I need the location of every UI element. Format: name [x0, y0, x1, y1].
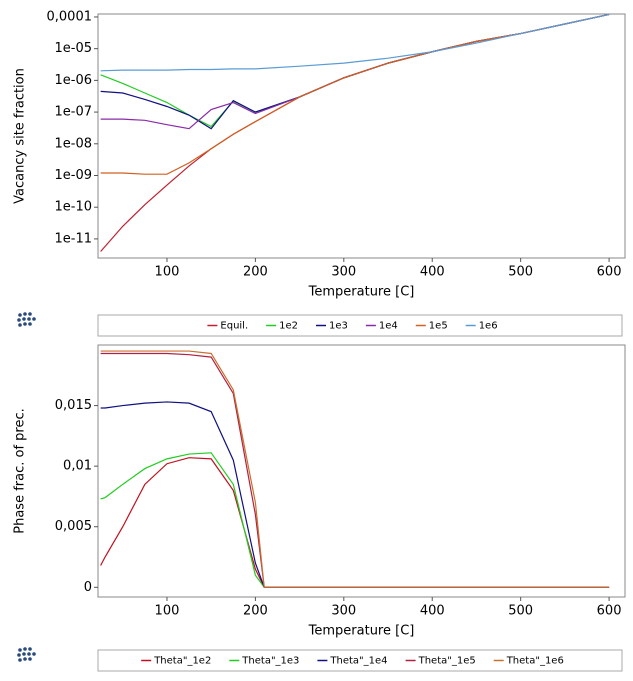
- legend-label: 1e3: [329, 321, 348, 332]
- legend-item: Theta"_1e5: [405, 656, 476, 667]
- legend-label: Theta"_1e2: [153, 656, 211, 667]
- legend-label: Equil.: [220, 321, 248, 332]
- x-tick-label: 600: [597, 265, 622, 280]
- legend-item: Equil.: [207, 321, 248, 332]
- y-tick-label: 1e-11: [54, 231, 92, 246]
- legend-label: 1e2: [279, 321, 298, 332]
- x-tick-label: 500: [508, 265, 533, 280]
- chart: 1e-11 1e-10 1e-09 1e-08 1e-07 1e-06 1e-05 0,000…: [13, 9, 626, 337]
- x-tick-label: 300: [331, 604, 356, 619]
- legend-item: Theta"_1e3: [229, 656, 299, 667]
- logo: [17, 312, 36, 327]
- legend: Theta"_1e2 Theta"_1e3 Theta"_1e4 Theta"_1e5…: [97, 649, 623, 672]
- x-tick-label: 100: [155, 604, 180, 619]
- legend-item: Theta"_1e6: [493, 656, 564, 667]
- x-axis-label: Temperature [C]: [308, 624, 415, 639]
- x-tick-label: 300: [331, 265, 356, 280]
- legend-box: [97, 314, 623, 337]
- legend-item: 1e2: [266, 321, 298, 332]
- legend-label: 1e6: [479, 321, 498, 332]
- y-tick-label: 0,0001: [47, 9, 93, 24]
- x-tick-label: 100: [155, 265, 180, 280]
- y-tick-label: 1e-05: [54, 41, 92, 56]
- series-line: [100, 13, 610, 175]
- y-axis-label: Vacancy site fraction: [13, 68, 28, 204]
- legend-item: Theta"_1e2: [141, 656, 211, 667]
- legend-label: Theta"_1e3: [241, 656, 299, 667]
- logo: [17, 647, 36, 662]
- legend-box: [97, 649, 623, 672]
- y-tick-label: 0,01: [63, 459, 92, 474]
- x-tick-label: 600: [597, 604, 622, 619]
- y-tick-label: 0: [84, 580, 92, 595]
- legend-label: Theta"_1e4: [329, 656, 387, 667]
- y-tick-label: 0,015: [55, 398, 92, 413]
- x-axis-label: Temperature [C]: [308, 285, 415, 300]
- legend-label: 1e4: [379, 321, 398, 332]
- y-tick-label: 1e-06: [54, 73, 92, 88]
- legend-item: Theta"_1e4: [317, 656, 388, 667]
- legend-item: 1e3: [316, 321, 348, 332]
- x-tick-label: 400: [420, 604, 445, 619]
- legend-item: 1e6: [465, 321, 498, 332]
- y-axis-label: Phase frac. of prec.: [13, 408, 28, 534]
- y-tick-label: 0,005: [55, 519, 92, 534]
- y-tick-label: 1e-10: [54, 200, 92, 215]
- x-tick-label: 200: [243, 265, 268, 280]
- legend-label: 1e5: [429, 321, 448, 332]
- x-tick-label: 400: [420, 265, 445, 280]
- plot-area: [97, 13, 626, 259]
- legend: Equil. 1e2 1e3 1e4 1e5 1e6: [97, 314, 623, 337]
- x-tick-label: 500: [508, 604, 533, 619]
- y-tick-label: 1e-09: [54, 168, 92, 183]
- legend-label: Theta"_1e5: [418, 656, 476, 667]
- x-tick-label: 200: [243, 604, 268, 619]
- legend-label: Theta"_1e6: [506, 656, 564, 667]
- legend-item: 1e4: [365, 321, 398, 332]
- y-tick-label: 1e-08: [54, 136, 92, 151]
- y-tick-label: 1e-07: [54, 105, 92, 120]
- series-line: [100, 350, 610, 588]
- chart: 0 0,005 0,01 0,015 100 200 300 400 500 600 Tempera…: [13, 344, 626, 672]
- legend-item: 1e5: [415, 321, 448, 332]
- series-line: [100, 13, 610, 72]
- plot-area: [97, 344, 626, 598]
